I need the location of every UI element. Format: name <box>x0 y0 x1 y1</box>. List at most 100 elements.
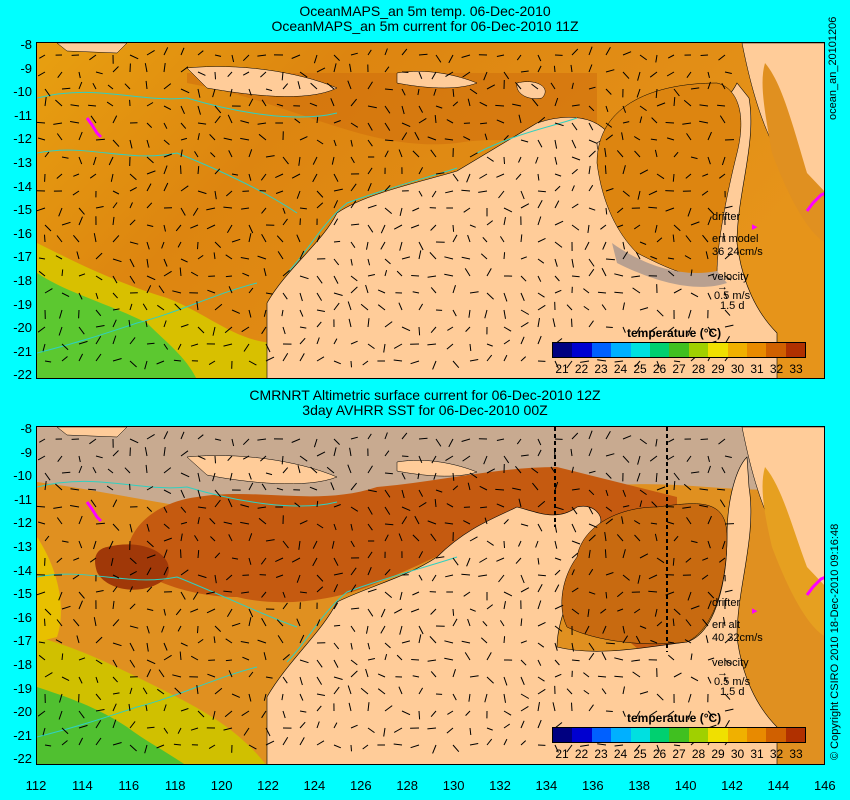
current-vector <box>299 693 304 701</box>
current-vector <box>350 482 357 491</box>
current-vector <box>180 324 189 328</box>
current-vector <box>197 50 204 56</box>
bottom-lat-tick: -20 <box>13 704 32 720</box>
current-vector <box>163 122 168 129</box>
current-vector <box>656 360 660 368</box>
current-vector <box>554 258 558 267</box>
current-vector <box>605 430 611 440</box>
current-vector <box>665 207 675 212</box>
current-vectors <box>37 46 735 370</box>
current-vector <box>384 432 388 440</box>
current-vector <box>156 744 165 749</box>
current-vector <box>163 153 172 158</box>
current-vector <box>330 482 335 491</box>
current-vector <box>44 151 50 158</box>
current-vector <box>580 360 590 363</box>
current-vector <box>486 354 493 362</box>
current-vector <box>690 87 700 90</box>
current-vector <box>605 591 608 599</box>
current-vector <box>634 608 641 614</box>
current-vector <box>44 608 52 616</box>
current-vector <box>444 522 454 525</box>
current-vector <box>223 521 233 525</box>
current-vector <box>350 241 356 248</box>
current-vector <box>724 275 732 281</box>
current-vector <box>682 506 692 509</box>
current-vector <box>605 572 614 576</box>
current-vector <box>446 503 454 508</box>
current-vector <box>498 190 505 199</box>
current-vector <box>654 149 658 158</box>
current-vector <box>161 625 165 633</box>
current-vector <box>518 156 522 163</box>
current-vector <box>650 710 658 716</box>
colorbar-tick-label: 31 <box>750 747 764 761</box>
lon-tick: 140 <box>674 778 697 793</box>
current-vector <box>435 105 443 109</box>
current-vector <box>667 257 675 260</box>
current-vector <box>468 693 471 702</box>
current-vector <box>418 190 423 197</box>
current-vector <box>76 635 80 644</box>
current-vector <box>190 224 199 229</box>
current-vector <box>95 693 102 701</box>
current-vector <box>367 642 371 650</box>
colorbar-tick-label: 33 <box>789 747 803 761</box>
current-vector <box>605 188 614 192</box>
current-vector <box>639 625 647 629</box>
current-vector <box>73 618 80 627</box>
current-vector <box>258 517 267 525</box>
current-vector <box>145 80 148 90</box>
current-vector <box>129 303 133 311</box>
current-vector <box>503 540 505 549</box>
current-vector <box>146 342 155 345</box>
current-vector <box>667 270 675 277</box>
current-vector <box>469 343 472 352</box>
current-vector <box>299 710 307 713</box>
current-vector <box>718 438 726 445</box>
current-vectors <box>37 430 735 754</box>
current-vector <box>383 343 386 353</box>
top-map-panel: drifter ▸ err model 36 24cm/s velocity →… <box>36 42 825 379</box>
current-vector <box>214 105 222 114</box>
current-vector <box>347 301 352 311</box>
current-vector <box>282 326 286 335</box>
current-vector <box>261 99 267 107</box>
current-vector <box>682 122 692 125</box>
current-vector <box>56 557 63 563</box>
current-vector <box>552 702 556 712</box>
current-vector <box>417 472 420 480</box>
current-vector <box>163 320 167 328</box>
current-vector <box>310 82 318 90</box>
current-vector <box>95 353 102 362</box>
current-vector <box>175 608 182 616</box>
current-vector <box>479 173 488 179</box>
current-vector <box>228 150 233 158</box>
current-vector <box>248 671 254 678</box>
current-vector <box>261 233 267 243</box>
current-vector <box>634 150 641 158</box>
current-vector <box>56 235 63 243</box>
current-vector <box>231 173 239 176</box>
current-vector <box>146 224 154 227</box>
lon-tick: 126 <box>349 778 372 793</box>
current-vector <box>604 549 607 559</box>
current-vector <box>42 727 46 736</box>
lon-tick: 142 <box>721 778 743 793</box>
current-vector <box>367 122 373 131</box>
current-vector <box>78 515 83 525</box>
current-vector <box>282 270 290 277</box>
current-vector <box>685 557 692 563</box>
current-vector <box>349 63 352 73</box>
current-vector <box>566 304 573 311</box>
current-vector <box>367 81 373 90</box>
current-vector <box>73 557 80 561</box>
current-vector <box>469 608 476 612</box>
current-vector <box>631 275 641 278</box>
current-vector <box>95 336 102 345</box>
current-vector <box>484 133 488 141</box>
current-vector <box>724 252 732 260</box>
current-vector <box>622 251 629 260</box>
current-vector <box>537 275 542 282</box>
colorbar-tick-label: 23 <box>594 362 608 376</box>
